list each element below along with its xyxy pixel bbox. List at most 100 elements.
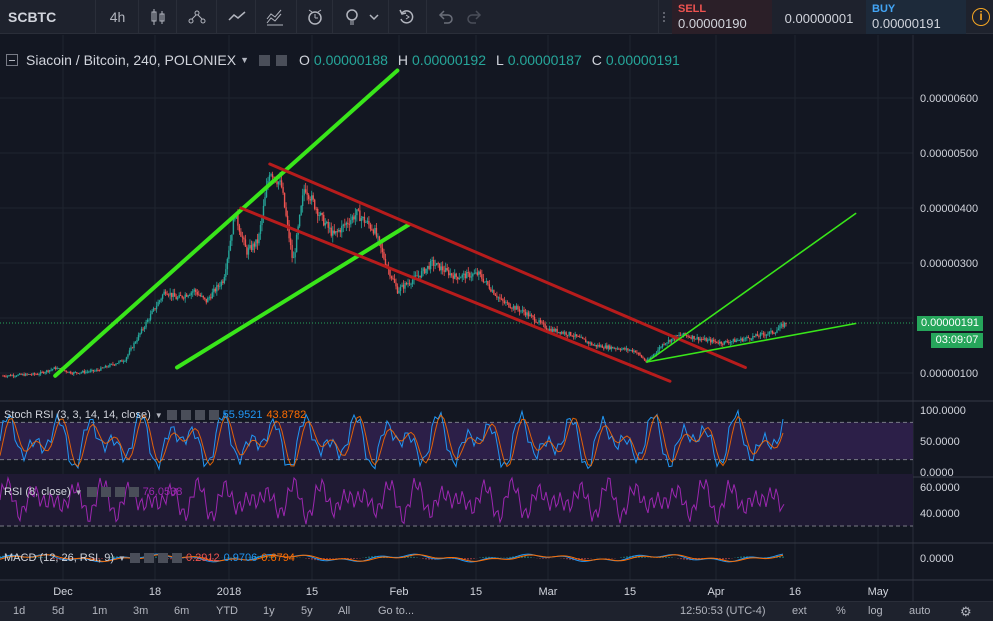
candle-body (53, 367, 55, 370)
range-ytd[interactable]: YTD (216, 605, 238, 617)
chevron-down-icon[interactable]: ▼ (74, 487, 83, 497)
buy-button[interactable]: BUY 0.00000191 (866, 0, 966, 34)
candle-body (33, 373, 36, 375)
more-icon[interactable] (208, 410, 219, 420)
compare-icon[interactable] (182, 4, 212, 30)
undo-icon[interactable] (430, 4, 460, 30)
macd-axis-label: 0.0000 (920, 553, 954, 565)
rsi-title[interactable]: RSI (8, close) (4, 486, 71, 498)
candle-body (588, 341, 590, 344)
close-icon[interactable] (114, 487, 125, 497)
chevron-down-icon[interactable]: ▼ (240, 55, 250, 65)
eye-icon[interactable] (129, 553, 140, 563)
candle-body (332, 230, 334, 236)
sell-button[interactable]: SELL 0.00000190 (672, 0, 772, 34)
candle-body (124, 360, 126, 362)
candle-body (139, 333, 141, 335)
interval-selector[interactable]: 4h (97, 0, 139, 34)
close-icon[interactable] (276, 54, 288, 66)
goto-button[interactable]: Go to... (378, 605, 415, 617)
range-1m[interactable]: 1m (92, 605, 108, 617)
more-icon[interactable] (128, 487, 139, 497)
rsi-value: 76.0538 (142, 486, 183, 498)
candle-body (252, 243, 254, 251)
candle-body (774, 332, 777, 334)
candle-body (164, 291, 167, 294)
stoch-title[interactable]: Stoch RSI (3, 3, 14, 14, close) (4, 409, 151, 421)
candles-icon[interactable] (143, 4, 173, 30)
drag-handle-icon[interactable] (656, 4, 672, 30)
series-title[interactable]: Siacoin / Bitcoin, 240, POLONIEX (26, 52, 237, 68)
candle-body (64, 370, 66, 372)
candle-body (186, 294, 188, 297)
info-icon[interactable]: i (972, 8, 990, 26)
chevron-down-icon[interactable]: ▼ (118, 553, 126, 563)
redo-icon[interactable] (460, 4, 490, 30)
candle-body (91, 369, 93, 371)
range-5d[interactable]: 5d (52, 605, 65, 617)
eye-icon[interactable] (86, 487, 97, 497)
rsi-axis-label: 60.0000 (920, 482, 960, 494)
candle-body (476, 272, 479, 275)
range-1y[interactable]: 1y (263, 605, 275, 617)
range-5y[interactable]: 5y (301, 605, 313, 617)
chart-area[interactable]: 0.00000600 0.00000500 0.00000400 0.00000300… (0, 35, 993, 601)
candle-body (676, 335, 679, 337)
candle-body (511, 308, 513, 309)
log-toggle[interactable]: log (868, 605, 883, 617)
chevron-down-icon[interactable] (364, 4, 384, 30)
candle-body (411, 279, 414, 284)
settings-icon[interactable] (180, 410, 191, 420)
ext-toggle[interactable]: ext (792, 605, 807, 617)
indicator-icon[interactable] (222, 4, 252, 30)
macd-title[interactable]: MACD (12, 26, RSI, 9) (4, 552, 115, 564)
candle-body (38, 374, 40, 375)
settings-icon[interactable] (100, 487, 111, 497)
candle-body (711, 339, 713, 343)
candle-body (782, 324, 784, 327)
candle-body (770, 330, 772, 332)
candle-body (35, 374, 37, 376)
settings-icon[interactable] (143, 553, 154, 563)
close-icon[interactable] (194, 410, 205, 420)
candle-body (541, 322, 543, 324)
candle-body (214, 288, 217, 292)
collapse-icon[interactable] (6, 54, 18, 66)
range-all[interactable]: All (338, 605, 351, 617)
alert-icon[interactable] (300, 4, 330, 30)
candle-body (24, 373, 27, 376)
candle-body (566, 334, 569, 336)
candle-body (377, 236, 379, 238)
more-icon[interactable] (171, 553, 182, 563)
candle-body (679, 334, 682, 336)
candle-body (562, 332, 564, 334)
templates-icon[interactable] (260, 4, 290, 30)
clock[interactable]: 12:50:53 (UTC-4) (680, 605, 766, 617)
channel-line-red (268, 162, 747, 369)
candle-body (363, 216, 366, 223)
candle-body (548, 328, 551, 331)
idea-icon[interactable] (337, 4, 367, 30)
low-value: 0.00000187 (507, 52, 582, 68)
candle-body (521, 309, 524, 311)
candle-body (645, 360, 647, 362)
candle-body (14, 376, 16, 377)
symbol-search[interactable]: SCBTC (0, 0, 96, 34)
candle-body (577, 336, 579, 338)
chart-canvas[interactable]: 0.00000600 0.00000500 0.00000400 0.00000300… (0, 35, 993, 601)
range-1d[interactable]: 1d (13, 605, 26, 617)
chevron-down-icon[interactable]: ▼ (154, 410, 163, 420)
close-icon[interactable] (157, 553, 168, 563)
auto-toggle[interactable]: auto (909, 605, 931, 617)
settings-icon[interactable] (259, 54, 271, 66)
candle-body (735, 340, 738, 343)
range-6m[interactable]: 6m (174, 605, 190, 617)
candle-body (309, 198, 311, 201)
percent-toggle[interactable]: % (836, 605, 846, 617)
candle-body (127, 354, 129, 358)
gear-icon[interactable]: ⚙ (960, 604, 972, 619)
eye-icon[interactable] (166, 410, 177, 420)
range-3m[interactable]: 3m (133, 605, 149, 617)
replay-icon[interactable] (392, 4, 422, 30)
candle-body (526, 312, 528, 316)
